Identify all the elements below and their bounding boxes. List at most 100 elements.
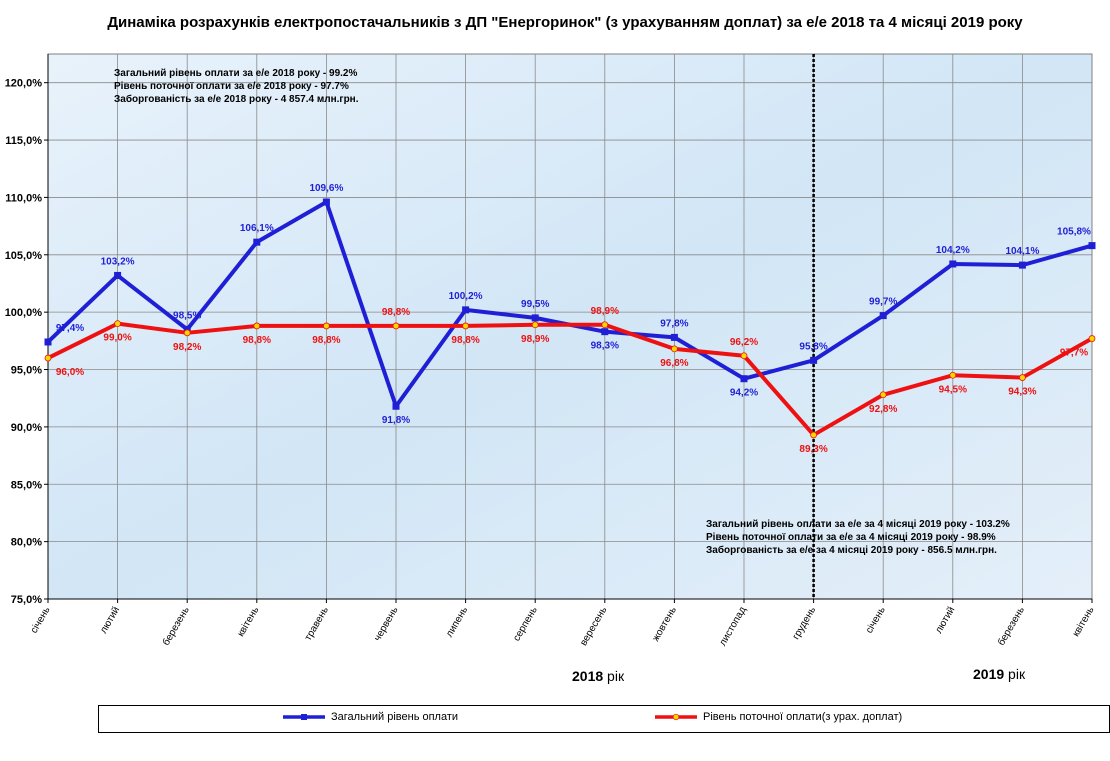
data-point-total [1088, 242, 1096, 250]
data-label-current: 98,8% [243, 335, 271, 346]
y-tick-label: 75,0% [11, 594, 42, 606]
data-label-total: 103,2% [101, 256, 135, 267]
data-point-current [601, 321, 609, 329]
data-label-total: 97,4% [56, 323, 84, 334]
data-point-current [253, 322, 261, 330]
data-label-total: 100,2% [449, 291, 483, 302]
legend-label: Загальний рівень оплати [331, 711, 459, 723]
annotation-line: Заборгованість за е/е 2018 року - 4 857.… [114, 94, 359, 105]
annotation-2018: Загальний рівень оплати за е/е 2018 року… [114, 67, 359, 106]
x-tick-label: лютий [98, 605, 122, 636]
y-tick-label: 80,0% [11, 537, 42, 549]
data-point-current [462, 322, 470, 330]
data-point-current [44, 354, 52, 362]
data-point-total [879, 312, 887, 320]
legend-swatch-blue [283, 714, 325, 720]
series-group [44, 198, 1096, 439]
x-tick-label: листопад [717, 605, 748, 648]
data-label-total: 106,1% [240, 223, 274, 234]
data-label-current: 94,3% [1008, 387, 1036, 398]
data-point-current [879, 391, 887, 399]
data-point-current [949, 371, 957, 379]
data-point-total [531, 314, 539, 322]
legend-label: Рівень поточної оплати(з урах. доплат) [703, 711, 903, 723]
line-chart: 75,0% 80,0% 85,0% 90,0% 95,0% 100,0% 105,0% 110… [5, 53, 1097, 648]
data-point-current [114, 320, 121, 328]
data-label-total: 105,8% [1057, 227, 1091, 238]
x-tick-label: червень [372, 605, 400, 643]
legend-swatch-red [655, 713, 697, 721]
y-tick-label: 105,0% [5, 250, 43, 262]
data-label-current: 98,8% [312, 335, 340, 346]
data-point-current [531, 321, 539, 329]
data-label-current: 98,9% [591, 306, 619, 317]
y-tick-label: 85,0% [11, 479, 42, 491]
data-label-total: 109,6% [309, 183, 343, 194]
data-label-total: 104,2% [936, 245, 970, 256]
data-label-current: 96,2% [730, 337, 758, 348]
legend-item-total: Загальний рівень оплати [283, 711, 458, 723]
data-point-current [322, 322, 330, 330]
data-point-total [183, 325, 191, 333]
data-label-current: 98,2% [173, 342, 201, 353]
data-point-total [810, 356, 818, 364]
data-label-total: 95,8% [799, 341, 827, 352]
data-point-total [322, 198, 330, 206]
x-tick-label: лютий [933, 605, 957, 636]
data-point-current [1019, 374, 1026, 381]
annotation-line: Рівень поточної оплати за е/е за 4 місяц… [706, 532, 996, 543]
x-tick-label: березень [160, 605, 192, 648]
x-tick-label: грудень [791, 605, 818, 642]
year-number: 2019 [973, 666, 1005, 682]
data-point-total [392, 402, 400, 410]
data-point-total [462, 306, 470, 314]
data-label-current: 92,8% [869, 404, 897, 415]
data-point-current [740, 352, 748, 360]
data-label-current: 99,0% [103, 333, 131, 344]
data-labels: 97,4% 96,0% 103,2% 99,0% 98,5% 98,2% 106,1% 98,… [56, 183, 1091, 455]
data-point-total [949, 260, 957, 268]
x-tick-label: серпень [511, 605, 539, 643]
data-point-current [392, 322, 400, 330]
x-tick-label: вересень [578, 605, 609, 648]
year-label-2018: 2018 рік [572, 668, 624, 684]
y-tick-label: 110,0% [5, 192, 42, 204]
data-label-total: 98,5% [173, 310, 201, 321]
legend-item-current: Рівень поточної оплати(з урах. доплат) [655, 711, 902, 723]
x-tick-label: липень [444, 605, 470, 639]
data-label-total: 94,2% [730, 388, 758, 399]
data-point-total [253, 238, 261, 246]
data-point-current [810, 431, 817, 439]
data-label-current: 94,5% [939, 384, 967, 395]
data-point-total [1018, 261, 1026, 269]
data-point-total [44, 338, 52, 346]
y-tick-label: 100,0% [5, 307, 43, 319]
series-line-current [47, 321, 1093, 437]
y-tick-label: 95,0% [11, 365, 42, 377]
data-label-current: 98,8% [451, 335, 479, 346]
data-point-current [1088, 335, 1096, 342]
data-point-total [740, 375, 748, 383]
x-tick-label: травень [303, 605, 331, 643]
x-axis: січень лютий березень квітень травень червень… [29, 598, 1097, 648]
data-label-total: 91,8% [382, 415, 410, 426]
data-label-current: 96,0% [56, 367, 84, 378]
data-label-current: 97,7% [1060, 348, 1088, 359]
data-label-total: 99,7% [869, 297, 897, 308]
data-point-current [183, 329, 191, 337]
data-label-current: 98,8% [382, 307, 410, 318]
year-label-2019: 2019 рік [973, 666, 1025, 682]
data-label-total: 97,8% [660, 318, 688, 329]
data-label-total: 98,3% [591, 341, 619, 352]
x-tick-label: квітень [1071, 605, 1097, 639]
annotation-line: Загальний рівень оплати за е/е за 4 міся… [706, 519, 1010, 530]
x-tick-label: січень [864, 605, 888, 635]
y-tick-label: 115,0% [5, 135, 42, 147]
annotation-line: Заборгованість за е/е за 4 місяці 2019 р… [706, 545, 997, 556]
data-label-current: 96,8% [660, 358, 688, 369]
x-tick-label: жовтень [650, 605, 679, 644]
data-label-current: 89,3% [799, 444, 827, 455]
year-number: 2018 [572, 668, 604, 684]
chart-title: Динаміка розрахунків електропостачальник… [107, 14, 1023, 31]
data-point-total [601, 328, 609, 336]
